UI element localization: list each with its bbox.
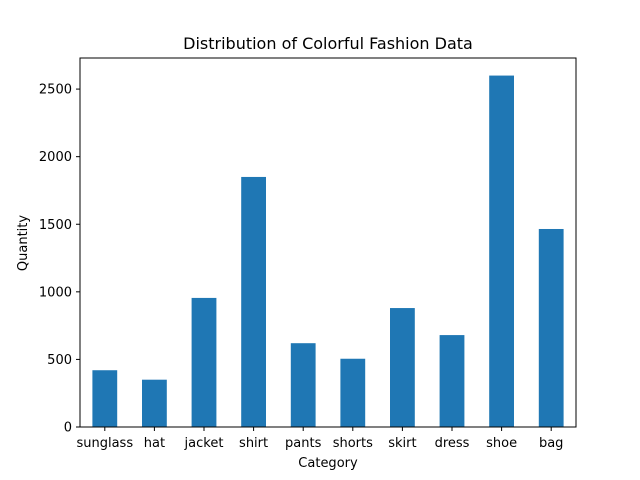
- x-tick-label: pants: [285, 436, 322, 451]
- bar-jacket: [191, 297, 217, 427]
- x-ticks-group: sunglass hat jacket shirt pants shorts skirt dr…: [76, 427, 563, 451]
- x-tick-label: hat: [144, 436, 165, 451]
- bar-pants: [290, 343, 316, 427]
- x-tick-label: shorts: [333, 436, 373, 451]
- x-axis-label: Category: [298, 456, 358, 471]
- bar-dress: [439, 335, 465, 427]
- plot-frame: [79, 57, 577, 428]
- bar-skirt: [390, 308, 415, 427]
- x-tick-label: shoe: [486, 436, 517, 451]
- y-tick-label: 0: [64, 421, 72, 436]
- x-tick-label: sunglass: [76, 436, 133, 451]
- bar-hat: [142, 379, 167, 427]
- y-tick-label: 2000: [39, 150, 72, 165]
- y-tick-label: 1500: [39, 218, 72, 233]
- x-tick-label: skirt: [388, 436, 416, 451]
- bars-group: [92, 75, 564, 428]
- x-tick-label: shirt: [239, 436, 268, 451]
- y-tick-label: 2500: [39, 83, 72, 98]
- x-tick-label: bag: [539, 436, 563, 451]
- bar-shoe: [489, 75, 514, 428]
- y-tick-label: 500: [47, 353, 72, 368]
- y-ticks-group: 0 500 1000 1500 2000 2500: [39, 83, 80, 436]
- y-tick-label: 1000: [39, 285, 72, 300]
- x-tick-label: dress: [435, 436, 470, 451]
- chart-title: Distribution of Colorful Fashion Data: [183, 34, 473, 53]
- bar-sunglass: [92, 370, 118, 427]
- bar-bag: [538, 228, 564, 427]
- x-tick-label: jacket: [184, 436, 224, 451]
- bar-shorts: [340, 358, 366, 427]
- y-axis-label: Quantity: [16, 215, 31, 271]
- bar-shirt: [241, 176, 266, 427]
